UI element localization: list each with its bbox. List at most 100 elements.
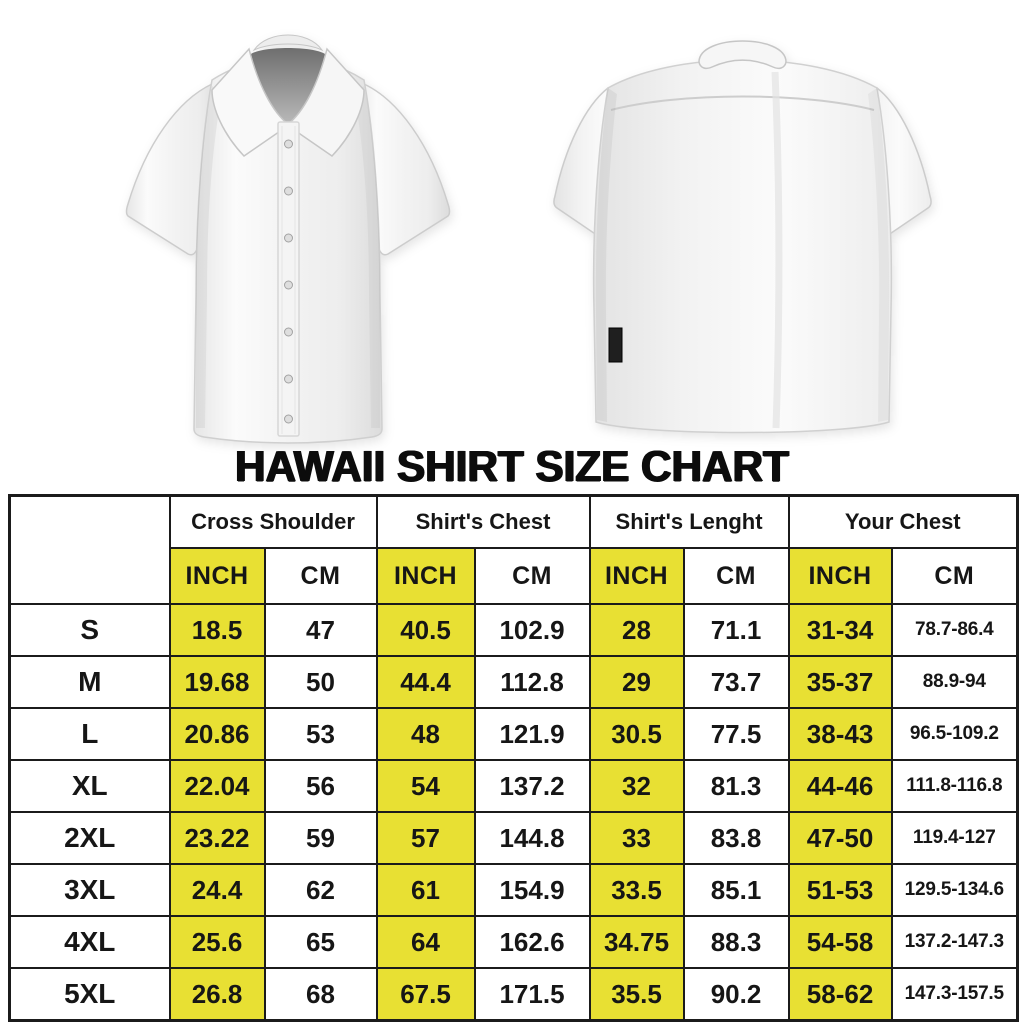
cell-your-chest-cm: 119.4-127 [890, 811, 1019, 865]
cell-shirt-length-cm: 81.3 [682, 759, 790, 813]
unit-header-inch-4: INCH [787, 547, 893, 605]
cell-shirt-chest-inch: 54 [375, 759, 476, 813]
size-cell: L [8, 707, 171, 761]
cell-your-chest-inch: 31-34 [787, 603, 893, 657]
size-cell: M [8, 655, 171, 709]
cell-cross-shoulder-cm: 68 [263, 967, 378, 1022]
size-cell: 2XL [8, 811, 171, 865]
shirt-neck-opening [251, 48, 325, 124]
cell-cross-shoulder-inch: 22.04 [168, 759, 266, 813]
cell-shirt-length-inch: 28 [588, 603, 685, 657]
cell-your-chest-inch: 44-46 [787, 759, 893, 813]
cell-your-chest-inch: 38-43 [787, 707, 893, 761]
cell-shirt-length-inch: 30.5 [588, 707, 685, 761]
column-group-your-chest: Your Chest [787, 494, 1019, 549]
cell-shirt-chest-cm: 121.9 [473, 707, 591, 761]
cell-shirt-chest-cm: 144.8 [473, 811, 591, 865]
table-row-s: S 18.5 47 40.5 102.9 28 71.1 31-34 78.7-… [8, 603, 1019, 657]
cell-cross-shoulder-inch: 23.22 [168, 811, 266, 865]
table-row-5xl: 5XL 26.8 68 67.5 171.5 35.5 90.2 58-62 1… [8, 967, 1019, 1022]
shirt-front-shapes [125, 34, 451, 444]
table-row-l: L 20.86 53 48 121.9 30.5 77.5 38-43 96.5… [8, 707, 1019, 761]
cell-your-chest-cm: 96.5-109.2 [890, 707, 1019, 761]
cell-cross-shoulder-inch: 20.86 [168, 707, 266, 761]
cell-cross-shoulder-inch: 18.5 [168, 603, 266, 657]
size-cell: 4XL [8, 915, 171, 969]
shirt-hem-tag [608, 327, 623, 363]
shirt-yoke-seam [610, 95, 875, 111]
cell-cross-shoulder-cm: 62 [263, 863, 378, 917]
cell-shirt-length-cm: 90.2 [682, 967, 790, 1022]
cell-shirt-chest-cm: 154.9 [473, 863, 591, 917]
cell-shirt-length-cm: 77.5 [682, 707, 790, 761]
shirt-back-shapes [553, 40, 932, 434]
cell-shirt-length-inch: 33.5 [588, 863, 685, 917]
cell-shirt-chest-inch: 57 [375, 811, 476, 865]
unit-header-cm-2: CM [473, 547, 591, 605]
shirt-collar-right [285, 47, 365, 157]
cell-cross-shoulder-cm: 50 [263, 655, 378, 709]
cell-shirt-chest-inch: 40.5 [375, 603, 476, 657]
size-cell: XL [8, 759, 171, 813]
cell-cross-shoulder-cm: 65 [263, 915, 378, 969]
cell-cross-shoulder-cm: 56 [263, 759, 378, 813]
table-row-xl: XL 22.04 56 54 137.2 32 81.3 44-46 111.8… [8, 759, 1019, 813]
cell-cross-shoulder-cm: 53 [263, 707, 378, 761]
cell-your-chest-cm: 147.3-157.5 [890, 967, 1019, 1022]
page-title: HAWAII SHIRT SIZE CHART [235, 442, 789, 491]
table-row-3xl: 3XL 24.4 62 61 154.9 33.5 85.1 51-53 129… [8, 863, 1019, 917]
table-row-m: M 19.68 50 44.4 112.8 29 73.7 35-37 88.9… [8, 655, 1019, 709]
cell-your-chest-cm: 129.5-134.6 [890, 863, 1019, 917]
corner-cell [8, 494, 171, 605]
cell-cross-shoulder-cm: 59 [263, 811, 378, 865]
cell-shirt-length-inch: 32 [588, 759, 685, 813]
cell-cross-shoulder-cm: 47 [263, 603, 378, 657]
cell-your-chest-inch: 54-58 [787, 915, 893, 969]
cell-shirt-length-cm: 73.7 [682, 655, 790, 709]
cell-shirt-chest-cm: 112.8 [473, 655, 591, 709]
cell-cross-shoulder-inch: 25.6 [168, 915, 266, 969]
cell-your-chest-cm: 137.2-147.3 [890, 915, 1019, 969]
cell-shirt-chest-inch: 64 [375, 915, 476, 969]
unit-header-inch-1: INCH [168, 547, 266, 605]
shirt-placket [277, 121, 300, 437]
cell-your-chest-cm: 78.7-86.4 [890, 603, 1019, 657]
size-cell: 5XL [8, 967, 171, 1022]
cell-your-chest-inch: 35-37 [787, 655, 893, 709]
unit-header-cm-1: CM [263, 547, 378, 605]
unit-header-cm-4: CM [890, 547, 1019, 605]
cell-shirt-length-inch: 35.5 [588, 967, 685, 1022]
cell-shirt-chest-cm: 162.6 [473, 915, 591, 969]
unit-header-cm-3: CM [682, 547, 790, 605]
column-group-shirts-lenght: Shirt's Lenght [588, 494, 790, 549]
cell-shirt-length-inch: 33 [588, 811, 685, 865]
shirt-images [0, 0, 1024, 446]
cell-shirt-chest-cm: 102.9 [473, 603, 591, 657]
cell-your-chest-inch: 47-50 [787, 811, 893, 865]
table-row-4xl: 4XL 25.6 65 64 162.6 34.75 88.3 54-58 13… [8, 915, 1019, 969]
cell-your-chest-cm: 111.8-116.8 [890, 759, 1019, 813]
column-group-cross-shoulder: Cross Shoulder [168, 494, 378, 549]
cell-shirt-chest-inch: 67.5 [375, 967, 476, 1022]
size-cell: 3XL [8, 863, 171, 917]
cell-shirt-length-cm: 71.1 [682, 603, 790, 657]
shirt-buttons [284, 139, 293, 424]
size-chart-table: Cross Shoulder Shirt's Chest Shirt's Len… [8, 494, 1020, 1022]
cell-your-chest-cm: 88.9-94 [890, 655, 1019, 709]
cell-shirt-chest-cm: 137.2 [473, 759, 591, 813]
cell-shirt-length-cm: 85.1 [682, 863, 790, 917]
cell-shirt-length-inch: 34.75 [588, 915, 685, 969]
cell-shirt-chest-inch: 61 [375, 863, 476, 917]
cell-cross-shoulder-inch: 26.8 [168, 967, 266, 1022]
shirt-back-image [553, 40, 932, 434]
cell-cross-shoulder-inch: 19.68 [168, 655, 266, 709]
table-row-2xl: 2XL 23.22 59 57 144.8 33 83.8 47-50 119.… [8, 811, 1019, 865]
cell-shirt-chest-cm: 171.5 [473, 967, 591, 1022]
cell-cross-shoulder-inch: 24.4 [168, 863, 266, 917]
cell-shirt-length-inch: 29 [588, 655, 685, 709]
unit-header-inch-2: INCH [375, 547, 476, 605]
unit-header-inch-3: INCH [588, 547, 685, 605]
cell-your-chest-inch: 58-62 [787, 967, 893, 1022]
shirt-collar-left [211, 47, 291, 157]
